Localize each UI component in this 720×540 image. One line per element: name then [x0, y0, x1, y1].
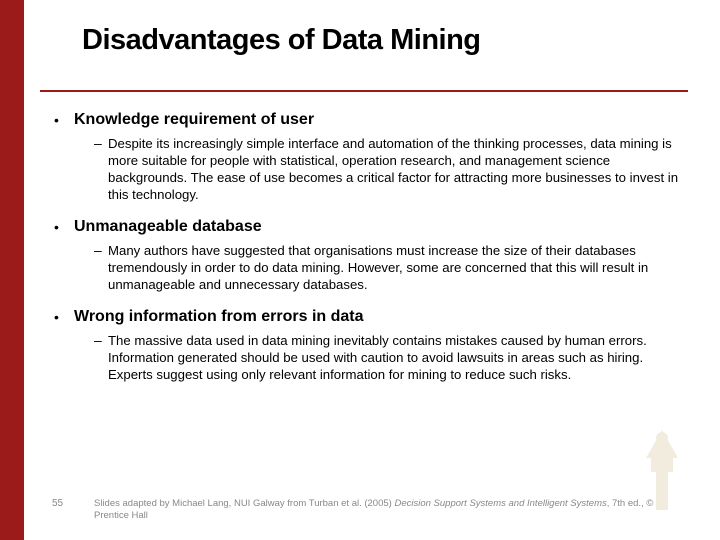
slide-number: 55 — [52, 498, 94, 510]
content-area: • Knowledge requirement of user – Despit… — [52, 110, 688, 397]
dash-marker: – — [94, 135, 108, 152]
bullet-marker: • — [52, 307, 74, 327]
sub-bullet-text: Many authors have suggested that organis… — [108, 242, 688, 293]
bullet-marker: • — [52, 110, 74, 130]
bullet-label: Knowledge requirement of user — [74, 110, 314, 130]
credits-title: Decision Support Systems and Intelligent… — [394, 498, 606, 509]
sub-bullet-item: – The massive data used in data mining i… — [94, 332, 688, 383]
sub-bullet-item: – Despite its increasingly simple interf… — [94, 135, 688, 203]
title-underline — [40, 90, 688, 92]
sub-bullet-item: – Many authors have suggested that organ… — [94, 242, 688, 293]
bullet-item: • Unmanageable database — [52, 217, 688, 237]
slide-title: Disadvantages of Data Mining — [82, 24, 682, 57]
bullet-item: • Knowledge requirement of user — [52, 110, 688, 130]
footer: 55 Slides adapted by Michael Lang, NUI G… — [52, 498, 688, 522]
bullet-item: • Wrong information from errors in data — [52, 307, 688, 327]
logo-watermark — [626, 420, 698, 510]
slide: Disadvantages of Data Mining • Knowledge… — [0, 0, 720, 540]
bullet-label: Unmanageable database — [74, 217, 262, 237]
bullet-marker: • — [52, 217, 74, 237]
dash-marker: – — [94, 332, 108, 349]
accent-stripe — [0, 0, 24, 540]
sub-bullet-text: The massive data used in data mining ine… — [108, 332, 688, 383]
credits-text: Slides adapted by Michael Lang, NUI Galw… — [94, 498, 654, 522]
credits-prefix: Slides adapted by Michael Lang, NUI Galw… — [94, 498, 394, 509]
bullet-label: Wrong information from errors in data — [74, 307, 364, 327]
sub-bullet-text: Despite its increasingly simple interfac… — [108, 135, 688, 203]
dash-marker: – — [94, 242, 108, 259]
